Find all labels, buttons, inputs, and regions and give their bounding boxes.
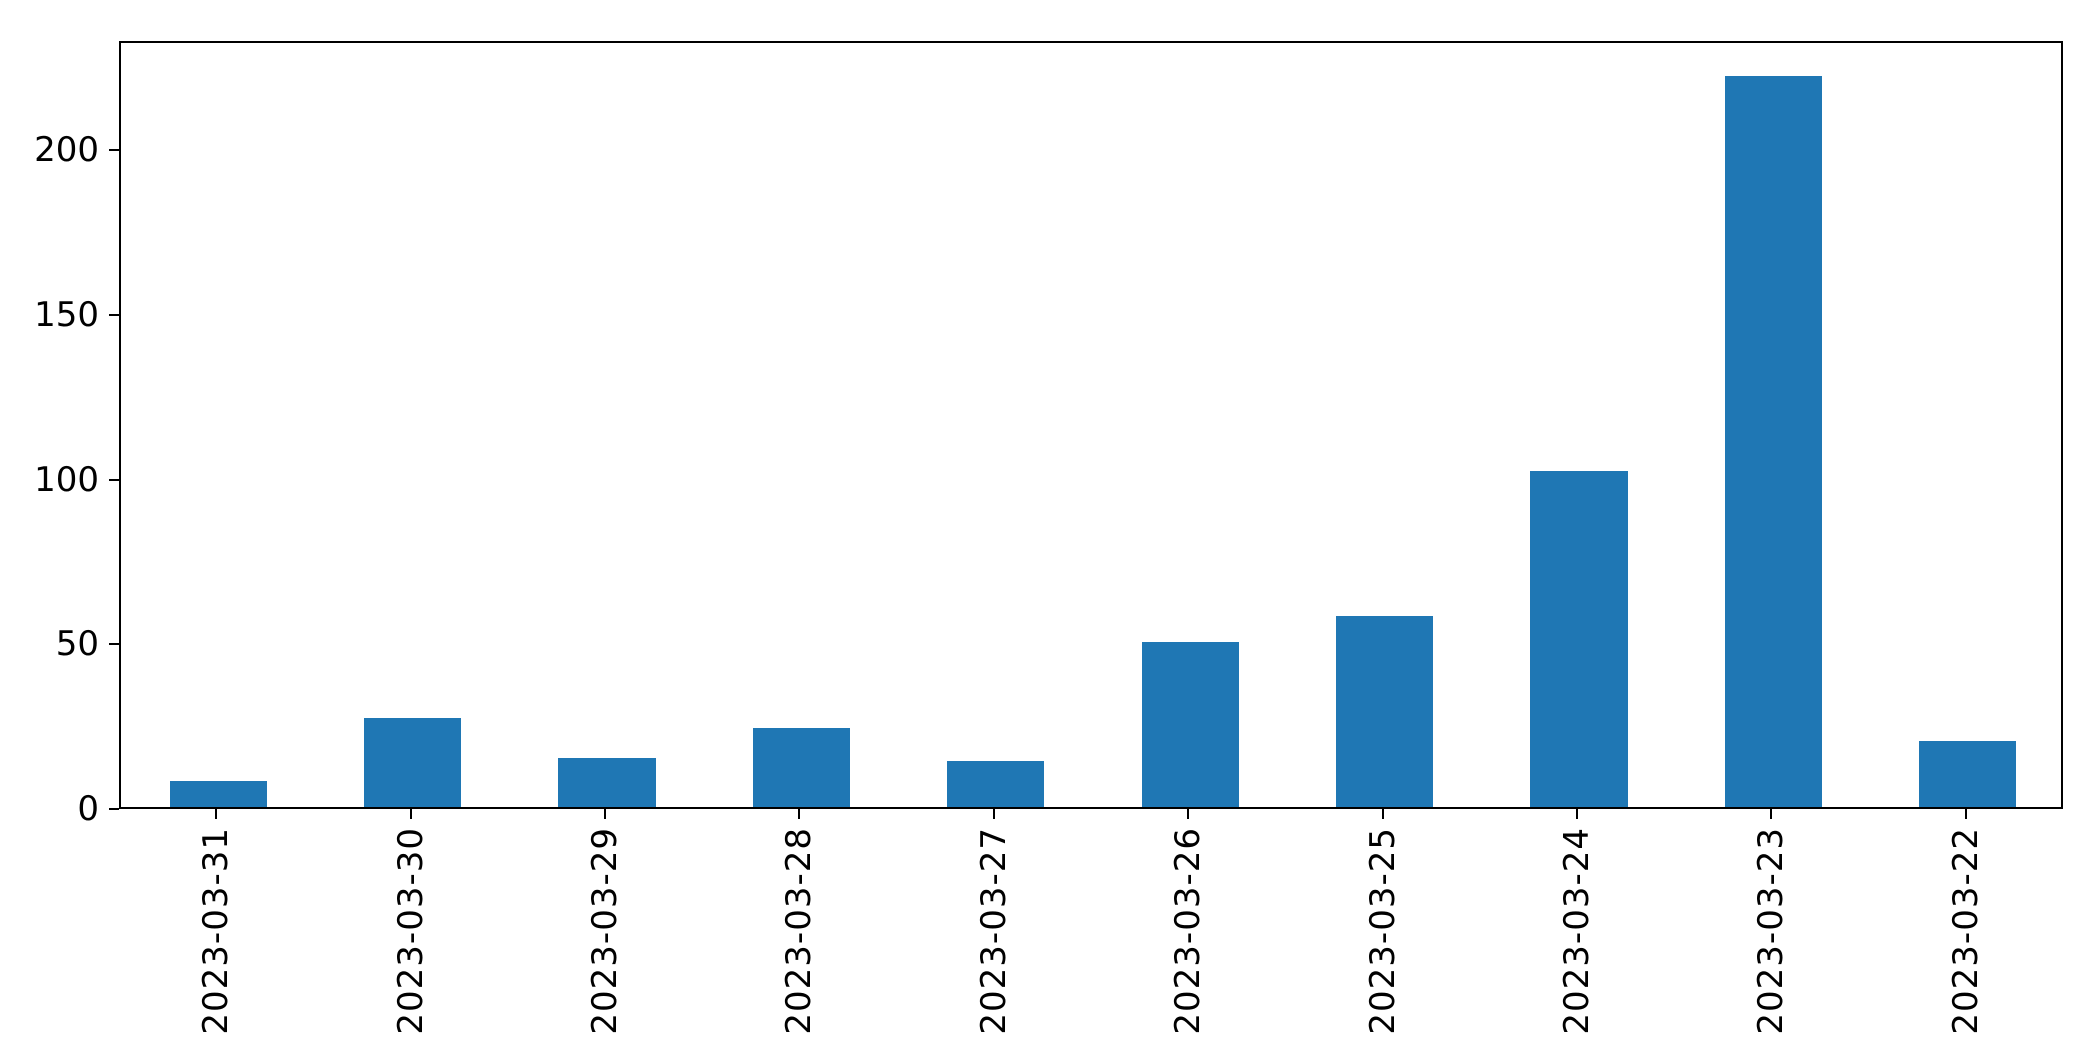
y-tick-mark (109, 643, 119, 646)
x-tick-mark (409, 809, 412, 819)
x-tick-label: 2023-03-24 (1557, 827, 1597, 1035)
y-tick-label: 150 (34, 294, 99, 335)
y-tick-mark (109, 478, 119, 481)
x-tick-label: 2023-03-31 (196, 827, 237, 1035)
plot-area (119, 41, 2063, 809)
bar-2023-03-23 (1724, 75, 1822, 807)
y-tick-label: 50 (55, 624, 99, 665)
x-tick-label: 2023-03-23 (1751, 827, 1792, 1035)
bar-2023-03-31 (169, 780, 267, 807)
bar-2023-03-24 (1530, 470, 1628, 807)
x-tick-mark (1964, 809, 1967, 819)
y-tick-mark (109, 149, 119, 152)
y-tick-label: 100 (34, 459, 99, 500)
bar-2023-03-30 (364, 718, 462, 807)
y-tick-mark (109, 808, 119, 810)
y-tick-mark (109, 313, 119, 316)
x-tick-mark (992, 809, 995, 819)
x-tick-label: 2023-03-28 (779, 827, 820, 1035)
bar-2023-03-28 (752, 727, 850, 807)
x-tick-mark (798, 809, 801, 819)
y-tick-label: 0 (77, 789, 99, 829)
x-tick-label: 2023-03-27 (973, 827, 1014, 1035)
bar-2023-03-25 (1336, 615, 1434, 807)
x-tick-mark (1770, 809, 1773, 819)
bar-2023-03-27 (947, 760, 1045, 807)
x-tick-label: 2023-03-30 (390, 827, 431, 1035)
x-tick-mark (1381, 809, 1384, 819)
x-tick-mark (604, 809, 606, 819)
y-tick-label: 200 (34, 130, 99, 171)
x-tick-mark (215, 809, 218, 819)
bar-2023-03-29 (558, 757, 656, 807)
bar-2023-03-22 (1919, 741, 2017, 807)
x-tick-mark (1187, 809, 1190, 819)
x-tick-label: 2023-03-22 (1945, 827, 1986, 1035)
x-tick-label: 2023-03-25 (1362, 827, 1403, 1035)
x-tick-label: 2023-03-29 (585, 827, 625, 1035)
x-tick-label: 2023-03-26 (1168, 827, 1209, 1035)
x-tick-mark (1576, 809, 1578, 819)
bar-2023-03-26 (1141, 642, 1239, 807)
